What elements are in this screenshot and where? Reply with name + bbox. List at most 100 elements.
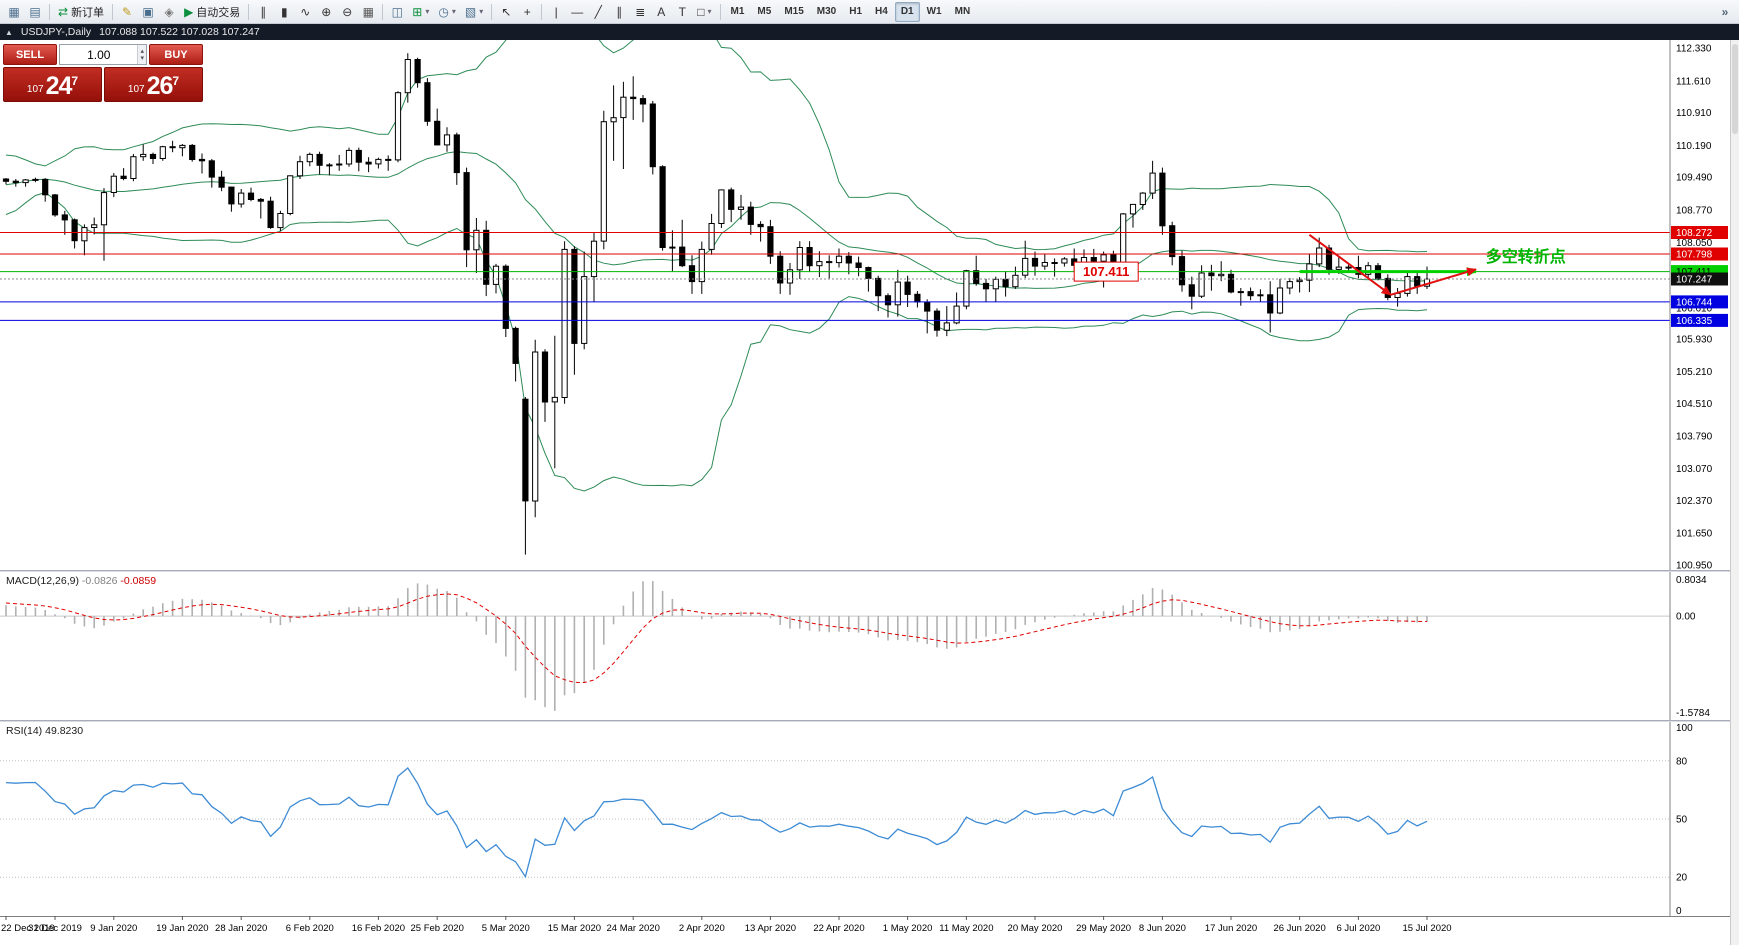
chart-titlebar[interactable]: ▲ USDJPY-,Daily 107.088 107.522 107.028 … (0, 24, 1739, 40)
scrollbar-thumb[interactable] (1732, 44, 1738, 134)
toolbar-separator (248, 3, 250, 20)
bid-whole-part: 107 (26, 84, 44, 95)
svg-text:111.610: 111.610 (1676, 76, 1711, 87)
rsi-scale[interactable]: 100 80 50 20 0 (1669, 722, 1730, 916)
timeframe-m1-button[interactable]: M1 (730, 6, 745, 17)
bid-price-display[interactable]: 107 24 7 (3, 67, 102, 102)
buy-button[interactable]: BUY (149, 44, 203, 65)
text-tool-button[interactable]: A (651, 2, 671, 22)
date-label: 20 May 2020 (1008, 923, 1063, 934)
indicators-list-button[interactable]: ⊞ ▾ (408, 2, 433, 22)
tile-windows-button[interactable]: ◫ (387, 2, 407, 22)
new-chart-icon: ▦ (8, 4, 20, 19)
panel-splitter[interactable] (0, 570, 1730, 572)
shapes-button[interactable]: □ ▾ (693, 2, 715, 22)
cursor-button[interactable]: ↖ (496, 2, 516, 22)
red-up-arrow[interactable] (1390, 267, 1477, 296)
line-chart-mode-button[interactable]: ∿ (295, 2, 315, 22)
date-label: 17 Jun 2020 (1205, 923, 1257, 934)
global-variables-icon: ◈ (164, 4, 174, 19)
vertical-line-button[interactable]: | (546, 2, 566, 22)
svg-text:20: 20 (1676, 873, 1688, 884)
collapse-chart-icon[interactable]: ▲ (5, 27, 13, 37)
date-label: 24 Mar 2020 (607, 923, 660, 934)
trendline-button[interactable]: ╱ (588, 2, 608, 22)
main-toolbar: ▦ ▤ ⇄ 新订单 ✎ ▣ ◈ ▶ 自动交易 ∥ ▮ ∿ ⊕ ⊖ ▦ ◫ ⊞ ▾ ◷ ▾ ▧ ▾ ↖ + | — ╱ ∥ ≣ A T □ ▾ M1… (0, 0, 1739, 24)
main-chart-canvas[interactable]: 多空转折点 107.411 112.330 111.610 110.910 110.190… (0, 40, 1730, 570)
volume-stepper[interactable]: ▴ ▾ (59, 44, 147, 65)
timeframe-m5-button[interactable]: M5 (757, 6, 772, 17)
auto-scroll-button[interactable]: ▦ (358, 2, 378, 22)
toolbar-separator (112, 3, 114, 20)
bar-chart-mode-button[interactable]: ∥ (253, 2, 273, 22)
candlestick-mode-icon: ▮ (280, 4, 288, 19)
periods-button[interactable]: ◷ ▾ (434, 2, 460, 22)
price-tag (1671, 247, 1728, 261)
fibonacci-button[interactable]: ≣ (630, 2, 650, 22)
volume-down-icon[interactable]: ▾ (140, 54, 144, 62)
level-price-label[interactable] (1073, 261, 1139, 282)
equidistant-channel-button[interactable]: ∥ (609, 2, 629, 22)
new-chart-button[interactable]: ▦ (4, 2, 24, 22)
zoom-out-button[interactable]: ⊖ (337, 2, 357, 22)
date-label: 26 Jun 2020 (1273, 923, 1325, 934)
panel-splitter[interactable] (0, 720, 1730, 722)
timeframe-mn-button[interactable]: MN (954, 6, 971, 17)
zoom-in-button[interactable]: ⊕ (316, 2, 336, 22)
turning-point-text[interactable]: 多空转折点 (1486, 247, 1566, 266)
macd-panel-canvas[interactable]: 0.8034 0.00 -1.5784 (0, 572, 1730, 720)
sell-button[interactable]: SELL (3, 44, 57, 65)
new-order-button[interactable]: ⇄ 新订单 (54, 2, 108, 22)
svg-text:103.790: 103.790 (1676, 432, 1713, 443)
zoom-in-icon: ⊕ (321, 4, 332, 19)
svg-text:107.798: 107.798 (1676, 250, 1713, 261)
chart-profiles-icon: ▤ (29, 4, 41, 19)
autotrading-button[interactable]: ▶ 自动交易 (180, 2, 244, 22)
horizontal-line-button[interactable]: — (567, 2, 587, 22)
timeframe-m30-button[interactable]: M30 (816, 6, 837, 17)
svg-text:100: 100 (1676, 723, 1693, 734)
chevron-down-icon: ▾ (451, 7, 456, 16)
history-center-button[interactable]: ▣ (138, 2, 158, 22)
tile-windows-icon: ◫ (391, 4, 403, 19)
price-tag (1671, 313, 1728, 327)
chart-objects[interactable]: 多空转折点 107.411 (1073, 233, 1566, 296)
candlestick-mode-button[interactable]: ▮ (274, 2, 294, 22)
global-variables-button[interactable]: ◈ (159, 2, 179, 22)
toolbar-separator (491, 3, 493, 20)
templates-button[interactable]: ▧ ▾ (461, 2, 487, 22)
macd-scale[interactable]: 0.8034 0.00 -1.5784 (1669, 572, 1730, 720)
svg-text:105.930: 105.930 (1676, 334, 1713, 345)
svg-text:0.00: 0.00 (1676, 612, 1696, 623)
label-tool-button[interactable]: T (672, 2, 692, 22)
metaeditor-button[interactable]: ✎ (117, 2, 137, 22)
toolbar-separator (541, 3, 543, 20)
label-tool-icon: T (678, 4, 686, 19)
rsi-panel-canvas[interactable]: 100 80 50 20 0 (0, 722, 1730, 916)
date-label: 25 Feb 2020 (411, 923, 464, 934)
date-label: 1 May 2020 (883, 923, 933, 934)
chart-profiles-button[interactable]: ▤ (25, 2, 45, 22)
svg-text:108.050: 108.050 (1676, 238, 1713, 249)
chevron-down-icon: ▾ (425, 7, 430, 16)
volume-up-icon[interactable]: ▴ (140, 47, 144, 55)
bid-fraction: 7 (71, 74, 79, 88)
timeframe-w1-button[interactable]: W1 (926, 6, 942, 17)
crosshair-button[interactable]: + (517, 2, 537, 22)
volume-input[interactable] (60, 45, 138, 64)
timeframe-h1-button[interactable]: H1 (849, 6, 863, 17)
ask-price-display[interactable]: 107 26 7 (104, 67, 203, 102)
timeframe-h4-button[interactable]: H4 (875, 6, 888, 17)
timeframe-m15-button[interactable]: M15 (784, 6, 804, 17)
timeframe-d1-button[interactable]: D1 (894, 1, 920, 22)
red-down-arrow[interactable] (1308, 233, 1392, 296)
price-scale[interactable]: 112.330 111.610 110.910 110.190 109.490 108.7… (1669, 40, 1730, 571)
date-label: 5 Mar 2020 (482, 923, 530, 934)
date-label: 8 Jun 2020 (1139, 923, 1186, 934)
svg-text:0: 0 (1676, 906, 1682, 916)
vertical-scrollbar[interactable] (1730, 40, 1739, 945)
toolbar-overflow-button[interactable]: » (1721, 4, 1729, 19)
svg-text:100.950: 100.950 (1676, 561, 1713, 571)
